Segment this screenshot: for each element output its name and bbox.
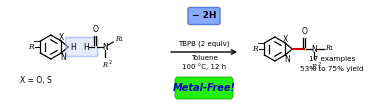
Text: 17 examples: 17 examples: [309, 56, 355, 62]
Text: − 2H: − 2H: [192, 12, 216, 20]
Text: N: N: [60, 53, 65, 61]
Text: R: R: [28, 43, 34, 51]
Text: R: R: [311, 63, 316, 71]
Text: H: H: [70, 43, 76, 51]
Text: TBPB (2 equiv): TBPB (2 equiv): [178, 40, 230, 47]
FancyBboxPatch shape: [66, 38, 98, 56]
Text: R: R: [115, 35, 120, 43]
Text: X: X: [59, 33, 64, 42]
Text: H: H: [83, 43, 89, 51]
Text: N: N: [284, 54, 290, 64]
Text: 1: 1: [330, 46, 333, 51]
Text: O: O: [301, 27, 307, 37]
Text: X: X: [283, 35, 288, 44]
Text: R: R: [102, 61, 107, 69]
Text: R: R: [325, 44, 330, 52]
Text: 2: 2: [109, 60, 112, 65]
Text: X = O, S: X = O, S: [20, 76, 52, 84]
Text: 2: 2: [318, 62, 321, 67]
Text: 100 °C, 12 h: 100 °C, 12 h: [182, 63, 226, 70]
FancyBboxPatch shape: [175, 77, 233, 99]
Text: O: O: [92, 25, 98, 35]
Text: N: N: [311, 45, 317, 53]
FancyBboxPatch shape: [188, 7, 220, 25]
Text: 53% to 75% yield: 53% to 75% yield: [301, 66, 364, 72]
Text: Toluene: Toluene: [191, 55, 217, 61]
Text: Metal-Free!: Metal-Free!: [172, 83, 235, 93]
Text: R: R: [252, 45, 258, 53]
Text: 1: 1: [120, 37, 123, 42]
Text: N: N: [102, 43, 108, 51]
